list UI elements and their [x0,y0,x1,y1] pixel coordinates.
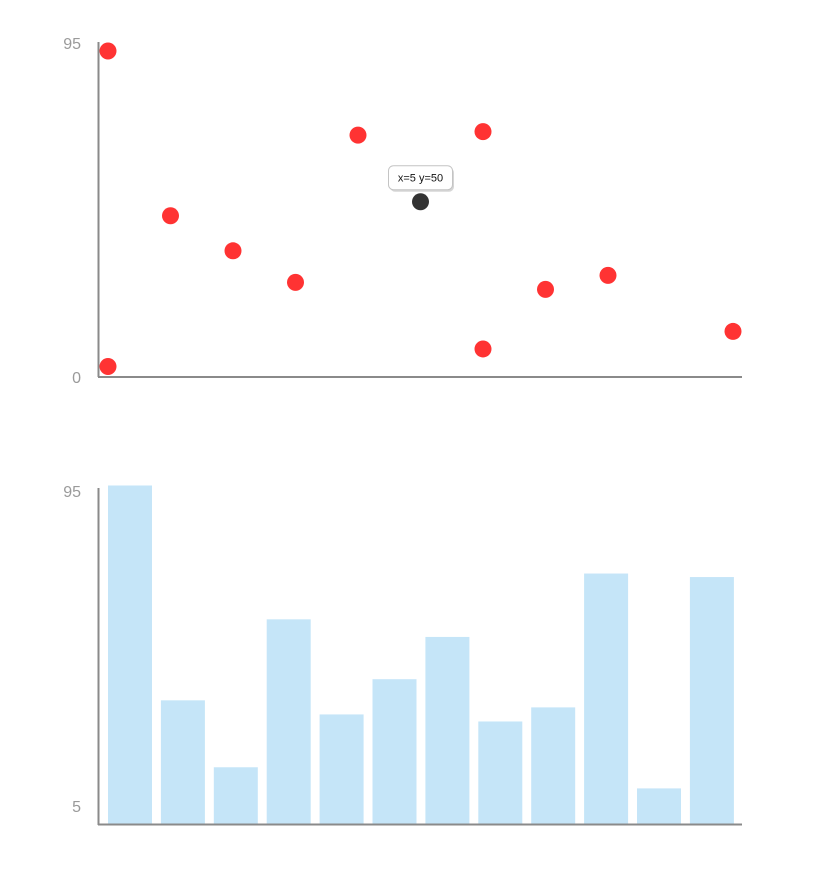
bar-chart: 95 5 [63,484,742,826]
bar[interactable] [425,636,470,824]
scatter-points [99,42,742,375]
bar[interactable] [213,767,258,824]
bar[interactable] [637,788,681,824]
point-tooltip: x=5 y=50 [388,165,454,192]
bar-y-tick-bottom: 5 [72,799,81,816]
bar-y-tick-top: 95 [63,484,81,501]
scatter-y-tick-bottom: 0 [72,370,81,387]
bar[interactable] [319,714,364,824]
bar[interactable] [478,721,523,824]
tooltip-box [388,165,453,191]
scatter-point[interactable] [99,42,117,60]
bar[interactable] [372,679,417,824]
bar[interactable] [160,700,205,824]
scatter-point[interactable] [724,322,742,340]
bar[interactable] [108,485,152,824]
scatter-point[interactable] [224,242,242,260]
highlighted-point[interactable] [412,193,429,211]
scatter-highlight[interactable]: x=5 y=50 [388,165,455,211]
scatter-point[interactable] [287,273,304,291]
scatter-point[interactable] [474,340,492,358]
bar[interactable] [266,619,311,824]
bar[interactable] [584,573,629,824]
scatter-point[interactable] [474,123,492,141]
scatter-chart: 95 0 x=5 y=50 [63,36,742,387]
scatter-point[interactable] [599,266,617,284]
tooltip-text: x=5 y=50 [398,173,443,185]
scatter-point[interactable] [537,280,554,298]
bar[interactable] [689,577,734,824]
bars [108,485,734,824]
scatter-point[interactable] [349,126,367,144]
scatter-y-tick-top: 95 [63,36,81,53]
scatter-point[interactable] [99,357,117,375]
scatter-point[interactable] [162,207,179,225]
bar[interactable] [531,707,576,824]
